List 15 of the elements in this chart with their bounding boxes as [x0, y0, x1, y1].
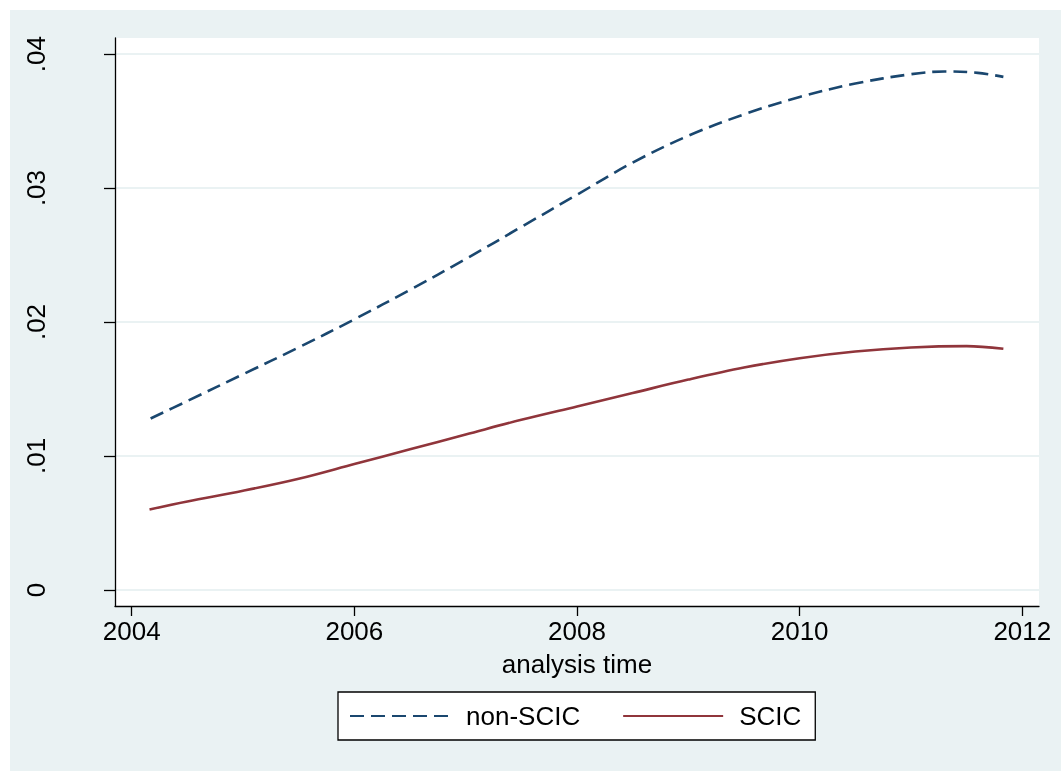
- legend-label: SCIC: [739, 701, 802, 731]
- x-tick-label: 2004: [102, 616, 161, 646]
- y-tick-label: .04: [21, 36, 51, 73]
- x-tick-label: 2012: [993, 616, 1052, 646]
- y-tick-label: .03: [21, 169, 51, 207]
- x-tick-label: 2010: [770, 616, 829, 646]
- x-tick-label: 2008: [548, 616, 606, 646]
- x-tick-label: 2006: [325, 616, 384, 646]
- line-series: [149, 70, 1005, 420]
- y-tick-label: .01: [21, 437, 51, 475]
- line-series: [148, 344, 1005, 511]
- legend-label: non-SCIC: [466, 701, 581, 731]
- y-tick-label: 0: [21, 582, 51, 598]
- y-tick-label: .02: [21, 303, 51, 341]
- x-axis-title: analysis time: [501, 649, 653, 679]
